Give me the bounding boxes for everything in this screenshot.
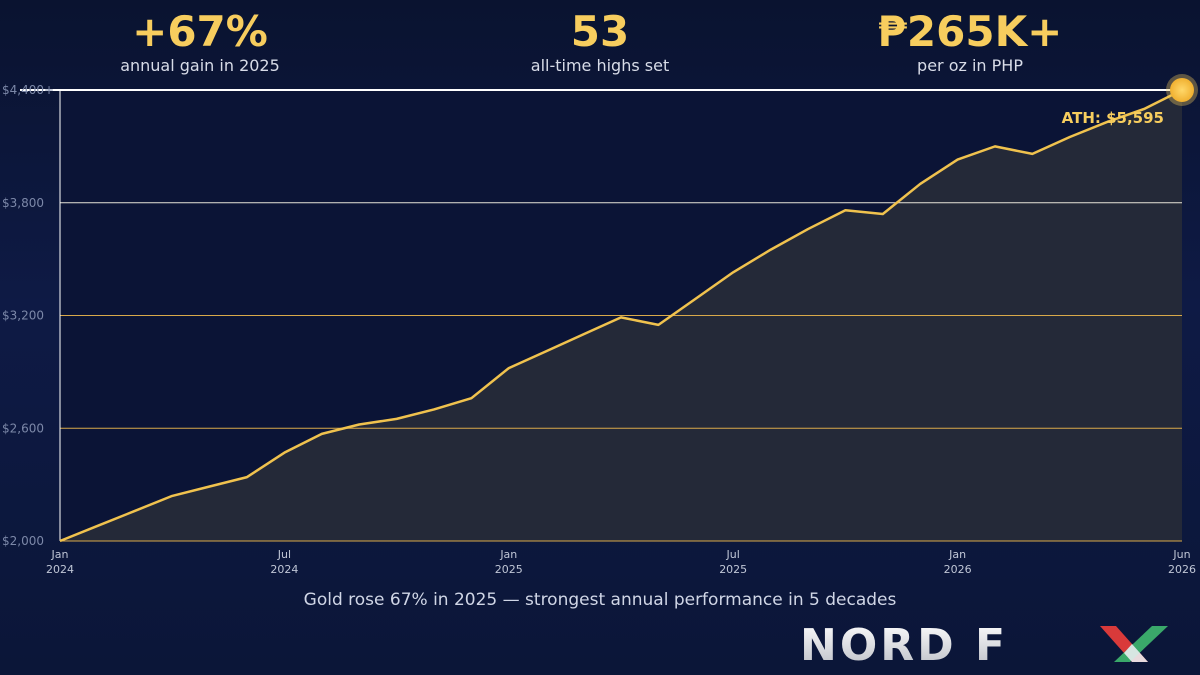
stat-php-price: ₱265K+ per oz in PHP	[820, 8, 1120, 76]
ath-marker	[1170, 78, 1194, 102]
stat-all-time-highs: 53 all-time highs set	[450, 8, 750, 76]
x-tick-label: Jul	[726, 548, 740, 561]
price-line	[59, 88, 1183, 543]
y-tick-label: $4,400+	[2, 83, 54, 97]
y-tick-label: $3,200	[2, 309, 44, 323]
x-tick-label: 2026	[944, 563, 972, 576]
x-tick-label: 2024	[270, 563, 298, 576]
svg-text:NORD F: NORD F	[800, 622, 1008, 666]
stat-label: all-time highs set	[530, 56, 670, 75]
x-tick-label: 2025	[495, 563, 523, 576]
y-tick-label: $2,600	[2, 421, 44, 435]
x-tick-label: Jul	[277, 548, 291, 561]
stat-label: annual gain in 2025	[120, 56, 280, 75]
y-tick-label: $3,800	[2, 196, 44, 210]
stat-annual-gain: +67% annual gain in 2025	[50, 8, 350, 76]
nordfx-logo: NORD F	[800, 622, 1168, 666]
stat-label: per oz in PHP	[917, 56, 1023, 75]
stat-value: +67%	[132, 7, 268, 56]
x-mark-icon	[1100, 626, 1168, 662]
y-tick-label: $2,000	[2, 534, 44, 548]
x-tick-label: Jan	[948, 548, 966, 561]
x-tick-label: Jan	[51, 548, 69, 561]
gold-price-chart: $2,000 $2,600 $3,200 $3,800 $4,400+ Jan 2024 Ju…	[2, 74, 1198, 576]
x-tick-label: Jun	[1172, 548, 1190, 561]
stat-value: 53	[570, 7, 630, 56]
x-tick-label: Jan	[499, 548, 517, 561]
stat-value: ₱265K+	[877, 7, 1063, 56]
x-tick-label: 2026	[1168, 563, 1196, 576]
x-tick-label: 2024	[46, 563, 74, 576]
ath-label: ATH: $5,595	[1062, 109, 1164, 127]
x-tick-label: 2025	[719, 563, 747, 576]
chart-caption: Gold rose 67% in 2025 — strongest annual…	[303, 590, 897, 610]
